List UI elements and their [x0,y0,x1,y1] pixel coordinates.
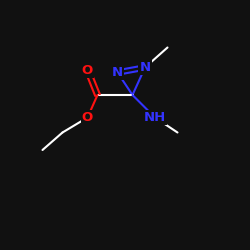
Text: N: N [140,61,150,74]
Text: O: O [82,111,93,124]
Text: N: N [112,66,123,79]
Text: O: O [82,64,93,76]
Text: NH: NH [144,111,166,124]
